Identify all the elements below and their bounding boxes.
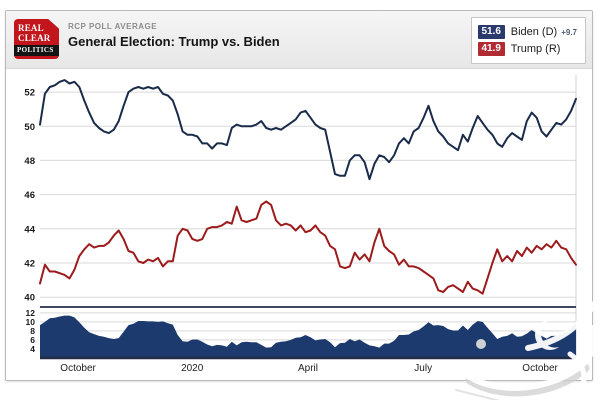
x-label-2: April bbox=[298, 363, 318, 374]
legend-row-biden: 51.6 Biden (D) +9.7 bbox=[477, 25, 577, 39]
spread-y-label-4: 4 bbox=[30, 344, 35, 354]
biden-spread-change: +9.7 bbox=[561, 27, 577, 37]
watermark-swash-top bbox=[525, 297, 600, 351]
watermark-ribbon-line bbox=[455, 389, 501, 400]
spread-y-label-8: 8 bbox=[30, 326, 35, 336]
spread-y-label-12: 12 bbox=[26, 308, 36, 318]
rcp-chart-panel: REAL CLEAR POLITICS RCP POLL AVERAGE Gen… bbox=[5, 10, 593, 381]
main-y-label-46: 46 bbox=[24, 190, 35, 201]
chart-header: REAL CLEAR POLITICS RCP POLL AVERAGE Gen… bbox=[6, 11, 592, 69]
watermark-tail bbox=[559, 351, 587, 400]
biden-value-badge: 51.6 bbox=[477, 25, 505, 39]
watermark-dot bbox=[476, 339, 486, 349]
rcp-logo: REAL CLEAR POLITICS bbox=[14, 19, 59, 59]
watermark-crescent bbox=[535, 319, 559, 350]
main-y-label-44: 44 bbox=[24, 224, 35, 235]
chart-title: General Election: Trump vs. Biden bbox=[68, 34, 280, 49]
logo-line-clear: CLEAR bbox=[18, 33, 51, 43]
watermark-logo bbox=[455, 297, 600, 400]
main-y-label-42: 42 bbox=[24, 259, 35, 270]
spread-y-label-10: 10 bbox=[26, 317, 36, 327]
spread-area bbox=[40, 315, 576, 358]
main-y-label-48: 48 bbox=[24, 156, 35, 167]
legend-box: 51.6 Biden (D) +9.7 41.9 Trump (R) bbox=[470, 17, 586, 64]
legend-row-trump: 41.9 Trump (R) bbox=[477, 42, 577, 56]
main-y-label-50: 50 bbox=[24, 122, 35, 133]
biden-legend-label: Biden (D) bbox=[510, 26, 558, 38]
spread-y-label-6: 6 bbox=[30, 335, 35, 345]
trump-line bbox=[39, 200, 577, 295]
x-label-1: 2020 bbox=[181, 363, 204, 374]
logo-line-real: REAL bbox=[18, 23, 44, 33]
poll-average-kicker: RCP POLL AVERAGE bbox=[68, 22, 158, 31]
x-label-3: July bbox=[414, 363, 432, 374]
logo-line-politics: POLITICS bbox=[14, 45, 59, 56]
x-label-4: October bbox=[522, 363, 558, 374]
main-y-label-52: 52 bbox=[24, 88, 35, 99]
main-y-label-40: 40 bbox=[24, 293, 35, 304]
trump-legend-label: Trump (R) bbox=[510, 43, 561, 55]
biden-line bbox=[39, 79, 577, 181]
x-label-0: October bbox=[60, 363, 96, 374]
chart-area: 40 42 44 46 48 50 52 4 6 8 10 12 October 2020 April Jul… bbox=[6, 69, 590, 379]
watermark-swash-bottom bbox=[465, 325, 598, 391]
trump-value-badge: 41.9 bbox=[477, 42, 505, 56]
